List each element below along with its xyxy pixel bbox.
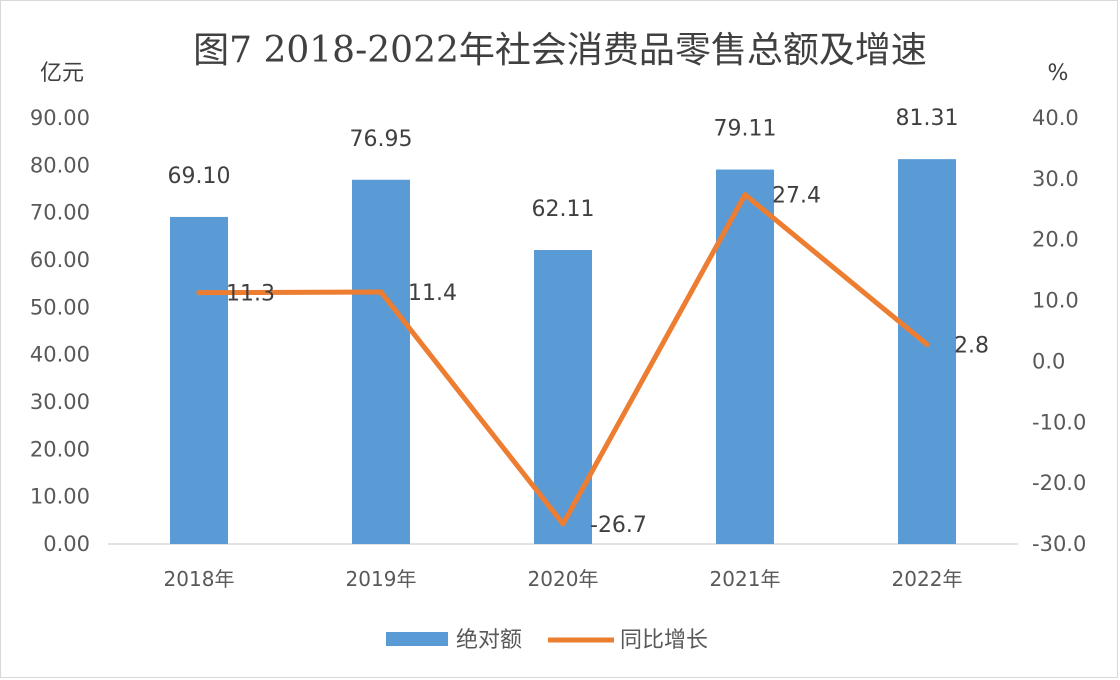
line-data-label: 27.4 — [772, 184, 821, 209]
bar — [170, 216, 228, 544]
bar-series — [170, 159, 956, 544]
line-data-label: -26.7 — [590, 513, 647, 538]
left-axis-tick-label: 30.00 — [30, 390, 90, 414]
left-axis-tick-label: 70.00 — [30, 201, 90, 225]
bar — [352, 179, 410, 544]
left-axis-unit: 亿元 — [40, 61, 84, 86]
right-axis-tick-label: 40.0 — [1032, 106, 1079, 130]
line-point — [924, 341, 930, 347]
bar-data-label: 81.31 — [896, 106, 959, 131]
left-axis-tick-label: 10.00 — [30, 485, 90, 509]
bar-data-label: 69.10 — [168, 164, 231, 189]
legend-line-label: 同比增长 — [620, 628, 708, 653]
left-axis-tick-label: 20.00 — [30, 437, 90, 461]
x-axis-tick-label: 2018年 — [164, 567, 235, 591]
bar — [716, 169, 774, 544]
right-axis-unit: % — [1048, 61, 1069, 86]
line-series — [196, 192, 930, 527]
bar-data-label: 76.95 — [350, 127, 413, 152]
right-axis-tick-label: -10.0 — [1032, 410, 1086, 434]
line-data-label: 11.4 — [408, 281, 457, 306]
line-data-label: 11.3 — [226, 282, 275, 307]
line-data-label: 2.8 — [954, 333, 989, 358]
chart-title: 图7 2018-2022年社会消费品零售总额及增速 — [193, 30, 927, 71]
left-axis-tick-label: 50.00 — [30, 295, 90, 319]
line-point — [378, 289, 384, 295]
line-point — [742, 192, 748, 198]
left-axis-ticks: 0.00 10.00 20.00 30.00 40.00 50.00 60.00 70.00 8… — [30, 106, 90, 556]
right-axis-tick-label: 10.0 — [1032, 289, 1079, 313]
bar-data-labels: 69.10 76.95 62.11 79.11 81.31 — [168, 106, 959, 222]
right-axis-tick-label: 20.0 — [1032, 228, 1079, 252]
line-point — [560, 521, 566, 527]
left-axis-tick-label: 90.00 — [30, 106, 90, 130]
right-axis-tick-label: -20.0 — [1032, 471, 1086, 495]
x-axis-tick-label: 2020年 — [528, 567, 599, 591]
legend: 绝对额 同比增长 — [386, 628, 708, 653]
bar-data-label: 79.11 — [714, 117, 777, 142]
legend-bar-label: 绝对额 — [456, 628, 522, 653]
legend-bar-swatch — [386, 632, 448, 646]
right-axis-tick-label: -30.0 — [1032, 532, 1086, 556]
bar-data-label: 62.11 — [532, 197, 595, 222]
x-axis-tick-label: 2022年 — [892, 567, 963, 591]
left-axis-tick-label: 60.00 — [30, 248, 90, 272]
bar — [534, 250, 592, 544]
right-axis-tick-label: 0.0 — [1032, 349, 1065, 373]
right-axis-ticks: -30.0 -20.0 -10.0 0.0 10.0 20.0 30.0 40.0 — [1032, 106, 1086, 556]
x-axis-ticks: 2018年 2019年 2020年 2021年 2022年 — [164, 567, 963, 591]
x-axis-tick-label: 2019年 — [346, 567, 417, 591]
line-point — [196, 290, 202, 296]
left-axis-tick-label: 0.00 — [43, 532, 90, 556]
line-data-labels: 11.3 11.4 -26.7 27.4 2.8 — [226, 184, 989, 538]
left-axis-tick-label: 80.00 — [30, 153, 90, 177]
left-axis-tick-label: 40.00 — [30, 343, 90, 367]
right-axis-tick-label: 30.0 — [1032, 167, 1079, 191]
x-axis-tick-label: 2021年 — [710, 567, 781, 591]
bar — [898, 159, 956, 544]
